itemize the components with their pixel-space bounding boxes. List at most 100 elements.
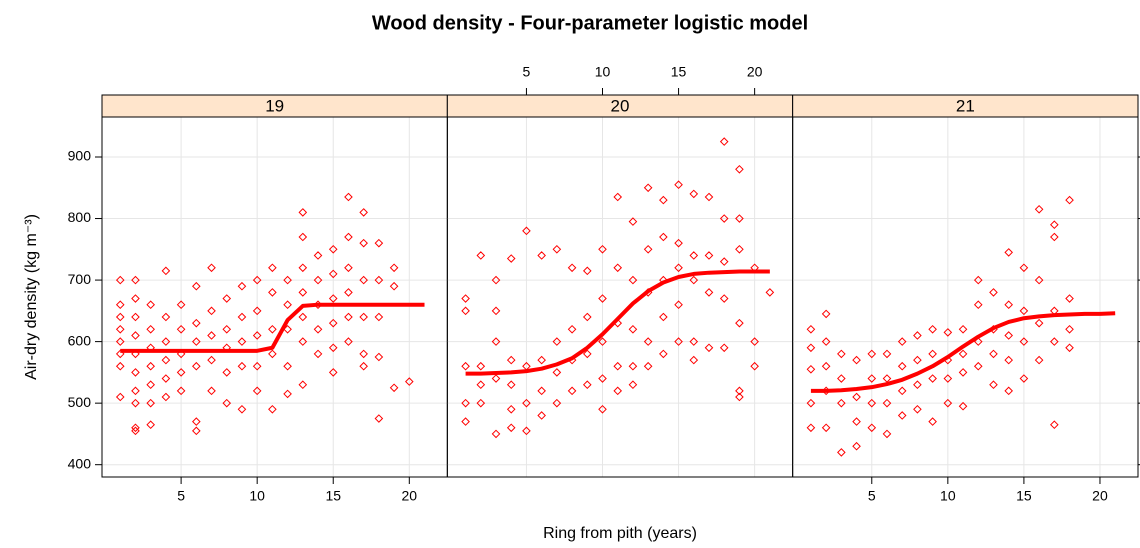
point	[252, 386, 262, 396]
point	[582, 312, 592, 322]
point	[131, 294, 140, 303]
point	[719, 257, 729, 266]
point	[973, 361, 983, 371]
point	[115, 275, 125, 285]
point	[852, 392, 861, 402]
point	[374, 238, 384, 248]
point	[207, 306, 216, 316]
point	[389, 383, 399, 393]
point	[1065, 195, 1074, 205]
point	[161, 374, 171, 383]
point	[344, 263, 353, 273]
point	[268, 263, 277, 273]
point	[461, 294, 470, 303]
point	[735, 386, 744, 396]
point	[192, 337, 201, 346]
point	[252, 331, 262, 340]
point	[461, 306, 470, 316]
point	[704, 251, 714, 260]
point	[344, 312, 353, 322]
point	[344, 192, 353, 202]
point	[283, 275, 292, 285]
point	[222, 294, 232, 303]
point	[328, 318, 338, 328]
point	[943, 328, 953, 337]
point	[719, 294, 729, 303]
point	[989, 349, 998, 359]
point	[1034, 275, 1044, 285]
point	[806, 325, 816, 334]
point	[328, 269, 338, 279]
strip-label: 19	[265, 96, 284, 115]
x-tick-label: 5	[523, 64, 531, 80]
point	[674, 337, 683, 346]
x-tick-label: 20	[747, 64, 763, 80]
point	[628, 325, 638, 334]
point	[659, 195, 668, 205]
point	[943, 398, 953, 408]
point	[1004, 248, 1013, 257]
point	[313, 325, 323, 334]
point	[537, 386, 546, 396]
x-tick-label: 15	[1016, 488, 1032, 504]
point	[852, 417, 861, 426]
point	[674, 300, 683, 309]
point	[882, 398, 892, 408]
point	[506, 355, 516, 365]
point	[567, 386, 577, 396]
point	[628, 275, 638, 285]
fit-line	[465, 269, 770, 376]
point	[806, 398, 816, 408]
point	[897, 411, 907, 420]
point	[613, 192, 623, 202]
point	[1065, 343, 1074, 353]
point	[643, 361, 653, 371]
point	[867, 374, 877, 383]
point	[628, 361, 638, 371]
point	[598, 337, 607, 346]
point	[207, 331, 216, 340]
point	[897, 361, 907, 371]
point	[582, 266, 592, 276]
point	[598, 405, 607, 414]
y-axis-label: Air-dry density (kg m⁻³)	[23, 214, 40, 380]
point	[537, 251, 546, 260]
point	[735, 245, 744, 254]
point	[146, 361, 155, 371]
point	[131, 275, 140, 285]
x-tick-label: 5	[177, 488, 185, 504]
point	[1050, 337, 1059, 346]
point	[552, 337, 562, 346]
point	[359, 361, 368, 371]
point	[146, 325, 155, 334]
point	[598, 294, 607, 303]
point	[522, 426, 531, 436]
point	[552, 398, 562, 408]
point	[1004, 386, 1013, 396]
point	[973, 275, 983, 285]
point	[1004, 331, 1013, 340]
point	[567, 263, 577, 273]
point	[207, 263, 216, 273]
point	[222, 325, 232, 334]
point	[913, 355, 922, 365]
point	[928, 417, 937, 426]
point	[882, 374, 892, 383]
point	[237, 405, 247, 414]
point	[131, 331, 140, 340]
point	[806, 423, 816, 433]
point	[115, 300, 125, 309]
point	[268, 349, 277, 359]
point	[867, 423, 877, 433]
point	[237, 337, 247, 346]
point	[750, 337, 759, 346]
point	[882, 349, 892, 359]
point	[476, 380, 486, 389]
x-tick-label: 15	[325, 488, 341, 504]
point	[131, 368, 140, 377]
point	[461, 361, 470, 371]
point	[821, 337, 831, 346]
point	[1050, 220, 1059, 229]
point	[298, 208, 308, 217]
point	[491, 337, 501, 346]
